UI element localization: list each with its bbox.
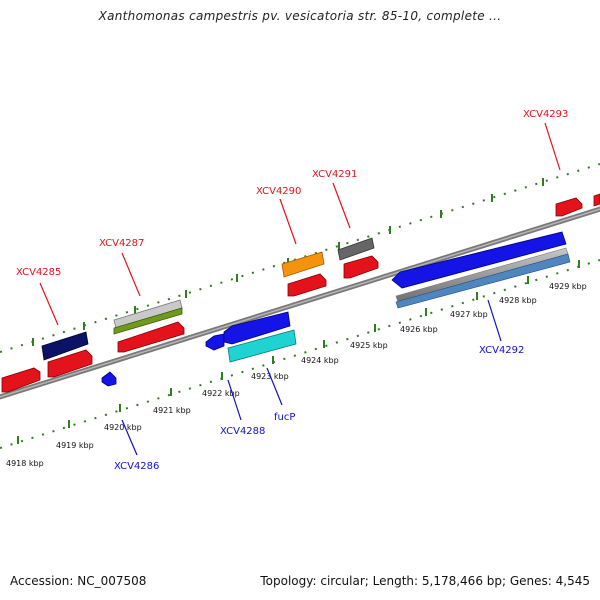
gene-label[interactable]: XCV4285 [16, 267, 61, 278]
gene-feature[interactable] [343, 255, 379, 279]
major-ticks [17, 260, 580, 444]
gene-feature[interactable] [113, 307, 183, 335]
accession-text: Accession: NC_007508 [10, 574, 147, 588]
gene-feature[interactable] [555, 197, 583, 217]
gene-feature[interactable] [337, 237, 375, 261]
tick-label: 4925 kbp [350, 341, 388, 350]
gene-label[interactable]: XCV4291 [312, 169, 357, 180]
gene-feature[interactable] [117, 321, 185, 353]
gene-feature[interactable] [41, 331, 89, 361]
tick-label: 4926 kbp [400, 325, 438, 334]
gene-label[interactable]: XCV4288 [220, 426, 265, 437]
tick-label: 4921 kbp [153, 406, 191, 415]
gene-feature[interactable] [593, 193, 600, 207]
tick-label: 4929 kbp [549, 282, 587, 291]
label-leaders-reverse [121, 299, 502, 456]
gene-feature[interactable] [223, 311, 291, 345]
tick-label: 4924 kbp [301, 356, 339, 365]
gene-label[interactable]: XCV4287 [99, 238, 144, 249]
gene-feature[interactable] [287, 273, 327, 297]
tick-label: 4920 kbp [104, 423, 142, 432]
gene-feature[interactable] [47, 349, 93, 378]
gene-feature[interactable] [1, 367, 41, 393]
topology-text: Topology: circular; Length: 5,178,466 bp… [260, 574, 590, 588]
tick-label: 4927 kbp [450, 310, 488, 319]
gene-label[interactable]: XCV4290 [256, 186, 301, 197]
map-title: Xanthomonas campestris pv. vesicatoria s… [98, 9, 502, 23]
tick-label: 4918 kbp [6, 459, 44, 468]
backbone [0, 206, 600, 400]
reverse-gene-labels: XCV4286 XCV4288 fucP XCV4292 [114, 345, 524, 472]
gene-feature[interactable] [391, 231, 567, 289]
tick-label: 4928 kbp [499, 296, 537, 305]
gene-label[interactable]: XCV4293 [523, 109, 568, 120]
gene-feature[interactable] [395, 253, 571, 309]
forward-gene-labels: XCV4285 XCV4287 XCV4290 XCV4291 XCV4293 [16, 109, 568, 278]
gene-label[interactable]: XCV4286 [114, 461, 159, 472]
label-leaders-forward [39, 122, 561, 326]
major-ticks-forward [32, 178, 544, 346]
tick-label: 4919 kbp [56, 441, 94, 450]
gene-feature[interactable] [227, 329, 297, 363]
axis-tick-labels: 4918 kbp 4919 kbp 4920 kbp 4921 kbp 4922… [6, 282, 587, 468]
gene-feature[interactable] [281, 251, 325, 278]
tick-label: 4922 kbp [202, 389, 240, 398]
gene-feature[interactable] [101, 371, 117, 387]
gene-feature[interactable] [205, 333, 225, 351]
gene-label[interactable]: fucP [274, 412, 295, 423]
gene-label[interactable]: XCV4292 [479, 345, 524, 356]
reverse-genes [101, 231, 571, 387]
forward-genes [1, 193, 600, 393]
